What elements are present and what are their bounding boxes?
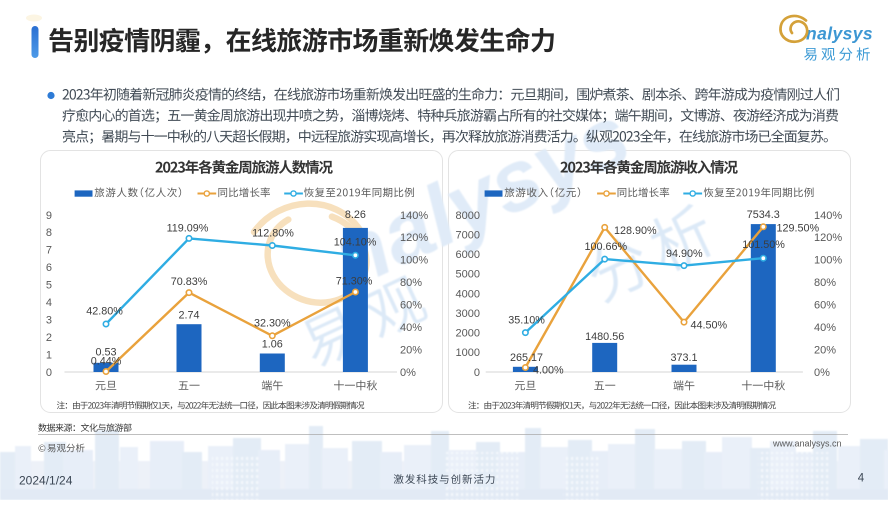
svg-text:112.80%: 112.80% bbox=[252, 227, 294, 239]
svg-text:40%: 40% bbox=[814, 322, 836, 334]
svg-text:1.06: 1.06 bbox=[262, 338, 283, 350]
svg-text:4: 4 bbox=[46, 297, 52, 309]
svg-text:2000: 2000 bbox=[456, 328, 480, 340]
svg-text:1: 1 bbox=[46, 349, 52, 361]
svg-text:94.90%: 94.90% bbox=[666, 248, 703, 260]
svg-text:373.1: 373.1 bbox=[670, 352, 697, 364]
svg-text:9: 9 bbox=[46, 210, 52, 222]
svg-text:0.44%: 0.44% bbox=[91, 356, 122, 368]
svg-text:4000: 4000 bbox=[456, 288, 480, 300]
svg-text:40%: 40% bbox=[400, 322, 422, 334]
svg-text:80%: 80% bbox=[400, 277, 422, 289]
svg-text:44.50%: 44.50% bbox=[691, 320, 728, 332]
svg-text:129.50%: 129.50% bbox=[777, 223, 820, 235]
svg-text:71.30%: 71.30% bbox=[336, 276, 373, 288]
svg-text:120%: 120% bbox=[400, 232, 428, 244]
svg-text:7: 7 bbox=[46, 245, 52, 257]
svg-text:265.17: 265.17 bbox=[510, 352, 543, 364]
svg-text:1480.56: 1480.56 bbox=[585, 331, 624, 343]
svg-text:4: 4 bbox=[858, 473, 865, 485]
svg-text:80%: 80% bbox=[814, 277, 836, 289]
svg-text:5000: 5000 bbox=[456, 269, 480, 281]
svg-text:60%: 60% bbox=[400, 300, 422, 312]
svg-text:8: 8 bbox=[46, 227, 52, 239]
svg-text:140%: 140% bbox=[814, 210, 842, 222]
svg-text:4.00%: 4.00% bbox=[533, 365, 564, 377]
svg-text:0: 0 bbox=[46, 367, 52, 379]
svg-text:7534.3: 7534.3 bbox=[747, 209, 780, 221]
svg-text:70.83%: 70.83% bbox=[171, 276, 208, 288]
svg-text:6000: 6000 bbox=[456, 249, 480, 261]
svg-text:60%: 60% bbox=[814, 300, 836, 312]
svg-text:120%: 120% bbox=[814, 232, 842, 244]
svg-text:20%: 20% bbox=[400, 344, 422, 356]
svg-text:3: 3 bbox=[46, 314, 52, 326]
svg-text:7000: 7000 bbox=[456, 229, 480, 241]
svg-text:101.50%: 101.50% bbox=[742, 239, 785, 251]
svg-text:2024/1/24: 2024/1/24 bbox=[19, 474, 73, 488]
svg-text:0: 0 bbox=[474, 367, 480, 379]
svg-text:20%: 20% bbox=[814, 344, 836, 356]
svg-text:0%: 0% bbox=[814, 367, 830, 379]
svg-text:0.53: 0.53 bbox=[95, 347, 116, 359]
svg-text:5: 5 bbox=[46, 280, 52, 292]
svg-text:104.10%: 104.10% bbox=[334, 237, 377, 249]
svg-text:www.analysys.cn: www.analysys.cn bbox=[772, 439, 842, 449]
svg-text:8000: 8000 bbox=[456, 210, 480, 222]
svg-text:2.74: 2.74 bbox=[178, 310, 199, 322]
svg-text:100%: 100% bbox=[814, 255, 842, 267]
svg-text:0%: 0% bbox=[400, 367, 416, 379]
svg-text:140%: 140% bbox=[400, 210, 428, 222]
svg-text:8.26: 8.26 bbox=[345, 209, 366, 221]
svg-text:nalysys: nalysys bbox=[806, 24, 873, 44]
svg-text:32.30%: 32.30% bbox=[254, 318, 291, 330]
svg-text:100.66%: 100.66% bbox=[584, 241, 627, 253]
svg-text:100%: 100% bbox=[400, 255, 428, 267]
svg-text:119.09%: 119.09% bbox=[167, 223, 209, 235]
svg-text:128.90%: 128.90% bbox=[614, 225, 657, 237]
svg-text:1000: 1000 bbox=[456, 347, 480, 359]
svg-text:6: 6 bbox=[46, 262, 52, 274]
svg-text:35.10%: 35.10% bbox=[508, 315, 545, 327]
svg-text:42.80%: 42.80% bbox=[86, 306, 123, 318]
svg-text:3000: 3000 bbox=[456, 308, 480, 320]
svg-text:2: 2 bbox=[46, 332, 52, 344]
